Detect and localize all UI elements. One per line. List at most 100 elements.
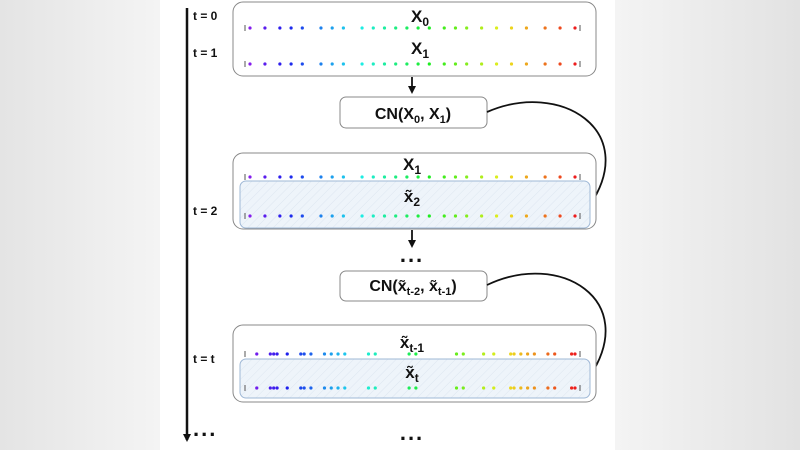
data-point <box>263 62 267 66</box>
data-point <box>382 26 387 30</box>
dot-row-x2 <box>244 213 581 219</box>
dot-row-x1 <box>244 61 581 67</box>
label-x2: x̃2 <box>404 187 420 209</box>
data-point <box>494 26 499 30</box>
data-point <box>382 175 387 179</box>
data-point <box>343 352 347 356</box>
data-point <box>573 214 577 218</box>
data-point <box>573 386 577 390</box>
data-point <box>442 175 446 179</box>
data-point <box>427 62 431 66</box>
data-point <box>558 175 562 179</box>
data-point <box>570 386 574 390</box>
dot-row-x0 <box>244 25 581 31</box>
data-point <box>509 26 514 30</box>
feedback-arrow-0 <box>486 101 607 207</box>
data-point <box>371 62 375 66</box>
data-point <box>366 352 371 356</box>
data-point <box>322 352 327 356</box>
data-point <box>481 386 486 390</box>
data-point <box>329 386 333 390</box>
dot-row-x1-b <box>244 174 581 180</box>
time-label-2: t = 2 <box>193 204 218 218</box>
data-point <box>480 175 484 179</box>
data-point <box>248 26 252 30</box>
data-point <box>453 62 458 66</box>
generated-box-xt <box>239 358 591 399</box>
data-point <box>524 62 529 66</box>
data-point <box>407 386 411 390</box>
data-point <box>299 352 303 356</box>
data-point <box>371 214 375 218</box>
data-point <box>453 175 458 179</box>
data-point <box>543 214 547 218</box>
data-point <box>442 26 446 30</box>
data-point <box>461 386 465 390</box>
data-point <box>336 386 340 390</box>
label-x1: X1 <box>411 39 429 61</box>
operator-box-0 <box>339 96 488 129</box>
data-point <box>360 26 364 30</box>
data-point <box>322 386 327 390</box>
data-point <box>512 352 516 356</box>
data-point <box>492 386 496 390</box>
data-point <box>405 26 409 30</box>
data-point <box>330 175 334 179</box>
data-point <box>558 214 562 218</box>
label-xt: x̃t <box>405 363 418 385</box>
data-point <box>405 62 409 66</box>
data-point <box>512 386 516 390</box>
data-point <box>573 352 577 356</box>
data-point <box>263 214 267 218</box>
data-point <box>543 62 547 66</box>
middle-ellipsis: ... <box>400 242 424 267</box>
data-point <box>416 214 420 218</box>
data-point <box>414 386 418 390</box>
data-point <box>532 386 536 390</box>
data-point <box>299 386 303 390</box>
data-point <box>465 214 469 218</box>
data-point <box>454 352 459 356</box>
data-point <box>453 214 458 218</box>
background-right <box>615 0 800 450</box>
data-point <box>309 386 313 390</box>
data-point <box>494 62 499 66</box>
data-point <box>343 386 347 390</box>
data-point <box>546 386 550 390</box>
data-point <box>285 386 289 390</box>
data-point <box>405 175 409 179</box>
data-point <box>492 352 496 356</box>
data-point <box>319 214 323 218</box>
data-point <box>519 386 523 390</box>
data-point <box>524 26 529 30</box>
data-point <box>371 175 375 179</box>
data-point <box>360 175 364 179</box>
data-point <box>330 214 334 218</box>
data-point <box>255 352 259 356</box>
data-point <box>341 62 345 66</box>
data-point <box>509 175 514 179</box>
data-point <box>302 386 306 390</box>
data-point <box>382 62 387 66</box>
data-point <box>278 26 282 30</box>
data-point <box>427 26 431 30</box>
data-point <box>248 214 252 218</box>
data-point <box>382 214 387 218</box>
data-point <box>465 62 469 66</box>
data-point <box>465 175 469 179</box>
data-point <box>427 214 431 218</box>
data-point <box>416 26 420 30</box>
data-point <box>300 175 304 179</box>
dot-row-xt <box>244 385 581 391</box>
data-point <box>394 175 398 179</box>
data-point <box>553 386 557 390</box>
data-point <box>300 62 304 66</box>
bottom-ellipsis: ... <box>400 420 424 445</box>
data-point <box>300 214 304 218</box>
data-point <box>394 62 398 66</box>
background-left <box>0 0 160 450</box>
data-point <box>416 175 420 179</box>
data-point <box>494 214 499 218</box>
data-point <box>300 26 304 30</box>
